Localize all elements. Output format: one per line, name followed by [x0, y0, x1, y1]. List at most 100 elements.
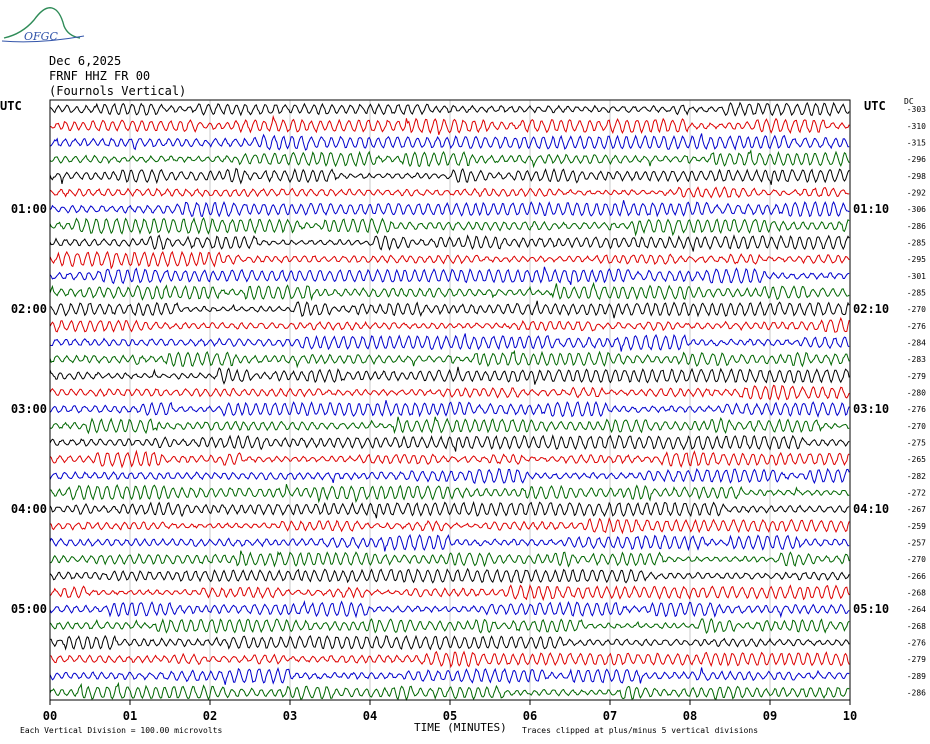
seismic-trace: [49, 316, 850, 333]
dc-title: DC: [904, 97, 914, 106]
plot-grid: [129, 100, 771, 700]
header-station: FRNF HHZ FR 00: [49, 69, 151, 83]
dc-offset-label: -276: [907, 322, 926, 331]
dc-offset-label: -267: [907, 505, 926, 514]
seismic-trace: [49, 149, 850, 169]
seismic-trace: [49, 114, 850, 135]
right-time-label: 05:10: [853, 602, 889, 616]
seismic-trace: [49, 349, 850, 369]
dc-offset-label: -298: [907, 172, 926, 181]
x-tick-label: 09: [763, 709, 777, 723]
dc-offset-label: -272: [907, 489, 926, 498]
seismic-trace: [49, 517, 850, 535]
dc-offset-label: -270: [907, 555, 926, 564]
dc-offset-label: -315: [907, 139, 926, 148]
seismic-trace: [49, 666, 850, 685]
x-tick-label: 06: [523, 709, 537, 723]
seismic-trace: [49, 650, 850, 669]
left-axis-title: UTC: [0, 99, 22, 113]
dc-offset-label: -303: [907, 105, 926, 114]
right-time-label: 01:10: [853, 202, 889, 216]
x-tick-label: 00: [43, 709, 57, 723]
seismic-trace: [49, 186, 850, 199]
seismic-trace: [49, 584, 850, 602]
right-time-labels: 01:10 02:10 03:10 04:10 05:10: [853, 202, 889, 616]
x-tick-label: 01: [123, 709, 137, 723]
seismic-trace: [49, 384, 850, 401]
seismic-trace: [49, 266, 850, 285]
x-tick-label: 02: [203, 709, 217, 723]
seismic-trace: [49, 617, 850, 635]
left-time-label: 01:00: [11, 202, 47, 216]
dc-offset-label: -296: [907, 155, 926, 164]
clip-note: Traces clipped at plus/minus 5 vertical …: [522, 726, 759, 735]
seismic-trace: [49, 634, 850, 651]
seismic-trace: [49, 449, 850, 469]
seismic-trace: [49, 333, 850, 352]
x-tick-label: 04: [363, 709, 377, 723]
seismic-trace: [49, 600, 850, 619]
dc-offset-label: -275: [907, 439, 926, 448]
dc-offset-label: -276: [907, 639, 926, 648]
logo-text: OFGC: [24, 30, 58, 43]
dc-offset-label: -279: [907, 655, 926, 664]
x-tick-label: 07: [603, 709, 617, 723]
seismic-trace: [49, 234, 850, 252]
dc-offset-label: -268: [907, 622, 926, 631]
left-time-labels: 01:00 02:00 03:00 04:00 05:00: [11, 202, 47, 616]
dc-offset-label: -285: [907, 239, 926, 248]
seismic-trace: [49, 300, 850, 319]
dc-offset-labels: -303 -310 -315 -296 -298 -292 -306 -286 -285 -295…: [907, 105, 926, 697]
seismic-trace: [49, 101, 850, 117]
right-time-label: 02:10: [853, 302, 889, 316]
seismic-trace: [49, 133, 850, 151]
x-tick-label: 10: [843, 709, 857, 723]
seismic-trace: [49, 567, 850, 584]
dc-offset-label: -306: [907, 205, 926, 214]
seismic-trace: [49, 400, 850, 418]
x-axis-label: TIME (MINUTES): [414, 721, 507, 734]
dc-offset-label: -276: [907, 405, 926, 414]
seismic-trace: [49, 467, 850, 485]
dc-offset-label: -279: [907, 372, 926, 381]
left-time-label: 02:00: [11, 302, 47, 316]
scale-note: Each Vertical Division = 100.00 microvol…: [20, 726, 223, 735]
logo-swoosh-icon: [1, 35, 85, 43]
seismic-trace: [49, 167, 850, 185]
logo: OFGC: [1, 7, 85, 43]
right-time-label: 03:10: [853, 402, 889, 416]
header-date: Dec 6,2025: [49, 54, 122, 68]
seismic-trace: [49, 217, 850, 237]
dc-offset-label: -282: [907, 472, 926, 481]
seismic-trace: [49, 483, 850, 504]
x-tick-label: 08: [683, 709, 697, 723]
seismic-trace: [49, 200, 850, 218]
trace-group: [49, 101, 850, 701]
right-time-label: 04:10: [853, 502, 889, 516]
dc-offset-label: -295: [907, 255, 926, 264]
dc-offset-label: -286: [907, 689, 926, 698]
seismic-trace: [49, 250, 850, 270]
logo-mountain-icon: [3, 7, 81, 39]
dc-offset-label: -264: [907, 605, 926, 614]
dc-offset-label: -257: [907, 539, 926, 548]
dc-offset-label: -284: [907, 339, 926, 348]
dc-offset-label: -292: [907, 189, 926, 198]
header-location: (Fournols Vertical): [49, 84, 187, 98]
left-time-label: 03:00: [11, 402, 47, 416]
dc-offset-label: -268: [907, 589, 926, 598]
dc-offset-label: -283: [907, 355, 926, 364]
dc-offset-label: -310: [907, 122, 926, 131]
dc-offset-label: -270: [907, 305, 926, 314]
seismic-trace: [49, 681, 850, 701]
x-tick-label: 05: [443, 709, 457, 723]
dc-offset-label: -301: [907, 272, 926, 281]
dc-offset-label: -270: [907, 422, 926, 431]
dc-offset-label: -265: [907, 455, 926, 464]
x-axis-ticks: 00 01 02 03 04 05 06 07 08 09 10: [43, 700, 857, 723]
seismic-trace: [49, 366, 850, 385]
left-time-label: 05:00: [11, 602, 47, 616]
seismic-trace: [49, 416, 850, 435]
dc-offset-label: -289: [907, 672, 926, 681]
